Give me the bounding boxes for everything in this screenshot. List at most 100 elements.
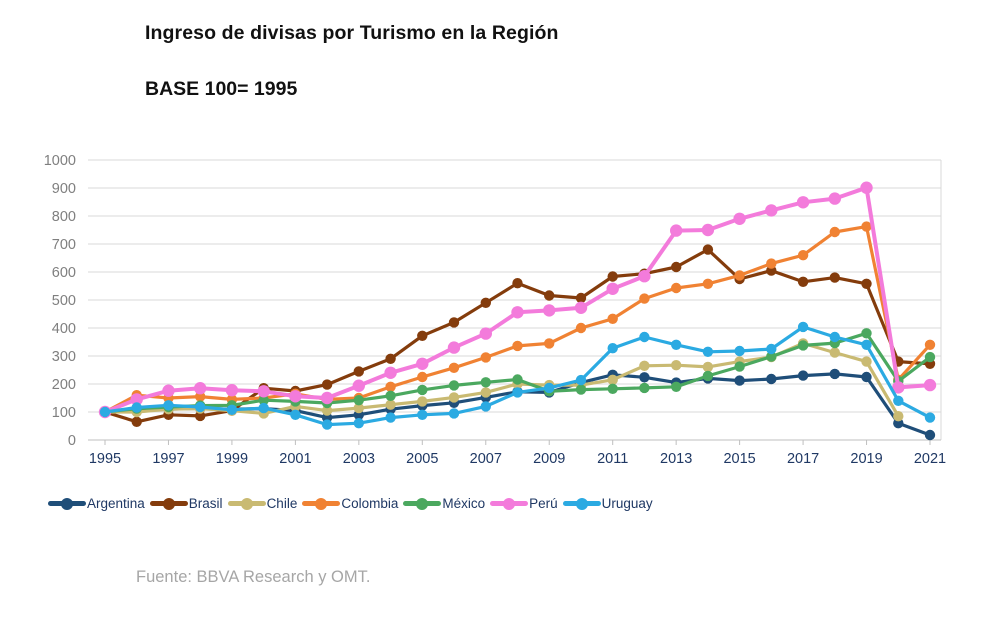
legend-line-marker-icon [403,497,442,510]
series-marker-chile [607,374,618,385]
series-marker-argentina [734,375,745,386]
legend-line-marker-icon [302,497,341,510]
series-marker-uruguay [226,404,238,415]
y-axis-tick-label: 400 [52,321,76,337]
series-marker-mexico [671,381,682,392]
series-marker-uruguay [321,419,333,430]
legend-label: Uruguay [601,496,653,511]
series-marker-mexico [258,395,269,406]
series-marker-mexico [575,384,587,395]
series-marker-brasil [797,276,809,287]
series-marker-peru [796,196,810,209]
y-axis-tick-label: 200 [52,377,76,393]
series-marker-uruguay [544,382,555,394]
series-marker-peru [638,270,651,283]
series-marker-uruguay [797,321,809,333]
legend-line-marker-icon [48,497,86,510]
series-marker-uruguay [924,412,936,423]
series-marker-mexico [417,384,428,396]
series-marker-uruguay [353,418,364,429]
series-marker-peru [384,366,397,379]
series-marker-peru [606,282,619,295]
series-marker-peru [892,381,905,394]
series-marker-argentina [797,370,809,381]
series-marker-colombia [385,381,396,392]
series-marker-mexico [480,377,491,388]
y-axis-tick-label: 0 [68,433,76,449]
series-marker-brasil [829,272,840,283]
series-marker-brasil [607,271,618,282]
series-marker-peru [162,384,175,397]
legend-dot-icon [240,497,253,510]
series-marker-colombia [607,313,618,324]
legend-dot-icon [315,497,328,510]
series-marker-uruguay [829,331,840,343]
series-marker-peru [860,181,873,194]
series-marker-mexico [734,361,745,372]
y-axis-tick-label: 700 [52,237,76,253]
series-marker-peru [923,378,937,392]
series-marker-peru [257,385,270,398]
series-marker-brasil [544,290,555,301]
x-axis-tick-label: 2011 [597,451,628,467]
series-marker-colombia [575,322,587,334]
series-marker-peru [733,212,746,225]
legend: Argentina Brasil Chile Colombia México Perú Ur… [48,496,968,511]
series-marker-brasil [671,261,682,273]
series-marker-argentina [861,371,872,383]
chart-subtitle: BASE 100= 1995 [145,78,298,100]
series-marker-peru [765,204,778,217]
series-marker-peru [701,223,715,237]
series-marker-mexico [512,374,523,385]
series-marker-argentina [639,372,650,383]
series-marker-uruguay [639,331,650,343]
series-marker-brasil [575,292,587,304]
y-axis-tick-label: 900 [52,181,76,197]
source-note: Fuente: BBVA Research y OMT. [136,568,371,586]
legend-item-argentina: Argentina [48,496,145,511]
series-marker-brasil [861,278,872,289]
series-marker-brasil [385,353,396,364]
series-marker-uruguay [671,339,682,350]
y-axis-tick-label: 100 [52,405,76,421]
series-marker-chile [829,347,840,358]
series-marker-mexico [797,340,809,351]
series-marker-brasil [480,297,491,308]
legend-item-chile: Chile [227,496,298,511]
legend-line-marker-icon [490,497,529,510]
series-marker-colombia [702,278,714,289]
series-marker-uruguay [734,345,745,357]
series-marker-chile [702,361,714,373]
legend-line-marker-icon [149,497,188,510]
legend-item-uruguay: Uruguay [562,496,653,511]
series-marker-colombia [480,352,491,363]
series-marker-colombia [766,258,777,269]
series-marker-brasil [417,330,428,341]
series-marker-chile [385,399,396,410]
legend-item-mexico: México [403,496,485,511]
series-marker-brasil [512,278,523,289]
series-marker-argentina [766,373,777,385]
series-marker-mexico [353,395,364,406]
series-marker-brasil [131,416,142,427]
legend-label: Chile [266,496,298,511]
series-marker-colombia [544,338,555,349]
x-axis-tick-label: 1995 [89,451,121,467]
series-marker-colombia [797,250,809,261]
series-marker-peru [543,304,556,317]
series-marker-uruguay [702,346,714,357]
series-marker-chile [861,356,872,367]
series-marker-colombia [417,371,428,383]
series-marker-peru [194,382,207,395]
y-axis-tick-label: 600 [52,265,76,281]
series-marker-colombia [829,226,840,238]
series-marker-peru [479,327,492,340]
series-marker-chile [353,402,364,414]
x-axis-tick-label: 2001 [279,451,311,467]
legend-label: Colombia [341,496,399,511]
series-marker-uruguay [575,374,587,386]
series-marker-colombia [734,270,745,281]
legend-line-marker-icon [227,497,266,510]
